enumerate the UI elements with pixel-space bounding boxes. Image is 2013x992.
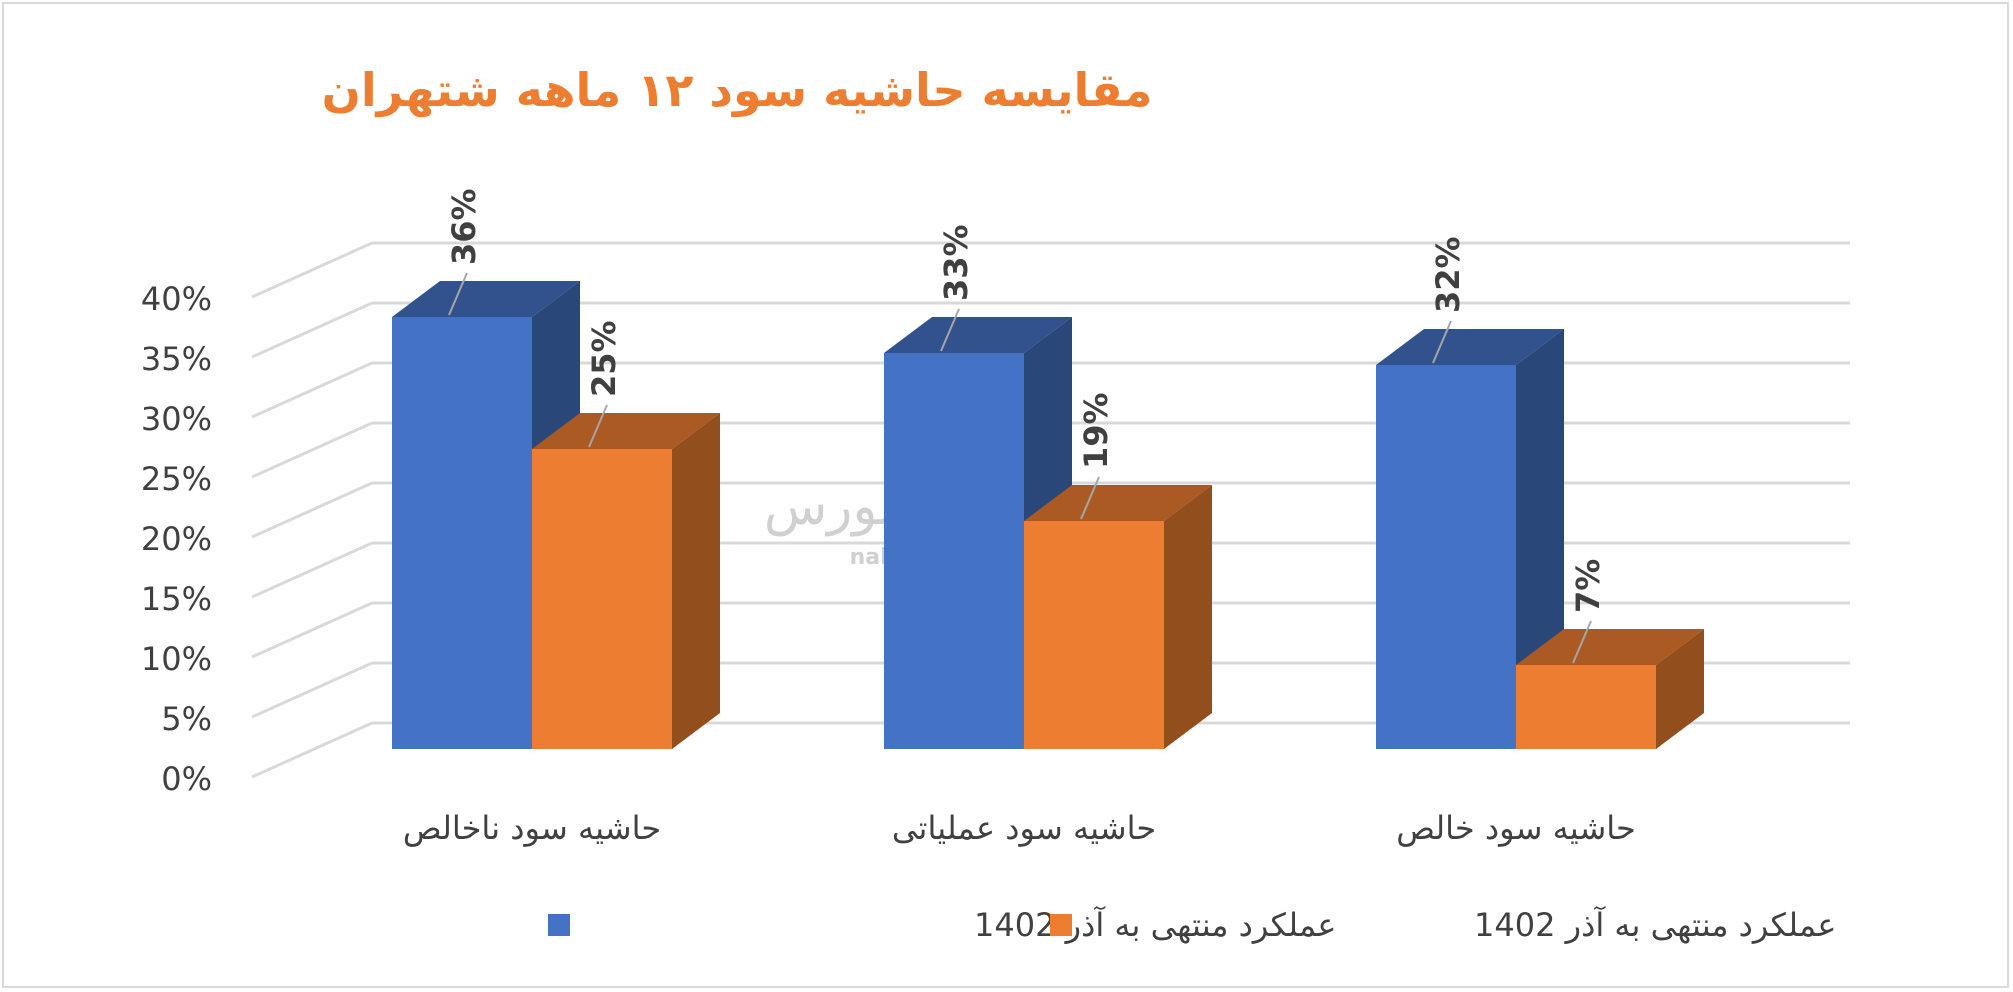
data-label-leader <box>1432 320 1452 364</box>
y-tick-label: 20% <box>141 520 212 558</box>
data-label-leader <box>448 272 468 316</box>
legend-item: عملکرد منتهی به آذر 1402 <box>548 905 1336 944</box>
bar-front <box>1376 365 1516 749</box>
bar-top <box>1024 485 1212 521</box>
y-tick-label: 40% <box>141 280 212 318</box>
bar-top <box>532 413 720 449</box>
bar-top <box>1516 629 1704 665</box>
category-label: حاشیه سود ناخالص <box>403 809 661 847</box>
legend-label: عملکرد منتهی به آذر 1402 <box>1474 905 1836 944</box>
gridline-diagonal <box>251 541 373 599</box>
bar-front <box>884 353 1024 749</box>
y-tick-label: 15% <box>141 580 212 618</box>
y-axis-ticks: 0% 5% 10% 15% 20% 25% 30% 35% 40% <box>141 280 212 798</box>
bar-front <box>392 317 532 749</box>
bars: 36% 25% 33% 19% 32% 7% <box>392 188 1704 749</box>
data-label-leader <box>1080 476 1100 520</box>
gridline-diagonal <box>251 241 373 299</box>
bar-side <box>1164 485 1212 749</box>
y-tick-label: 10% <box>141 640 212 678</box>
y-tick-label: 30% <box>141 400 212 438</box>
bar-top <box>392 281 580 317</box>
data-label: 19% <box>1077 392 1115 469</box>
y-tick-label: 0% <box>161 760 212 798</box>
bar: 25% <box>532 320 720 749</box>
y-tick-label: 35% <box>141 340 212 378</box>
bar-top <box>1376 329 1564 365</box>
bar-side <box>1656 629 1704 749</box>
legend-item: عملکرد منتهی به آذر 1402 <box>1050 905 1836 944</box>
gridline-diagonal <box>251 481 373 539</box>
gridline-diagonal <box>251 421 373 479</box>
chart-svg: مقایسه حاشیه سود ۱۲ ماهه شتهران 0% 5% 10% 1… <box>141 63 1850 944</box>
legend: عملکرد منتهی به آذر 1402 عملکرد منتهی به … <box>548 905 1836 944</box>
gridline-diagonal <box>251 301 373 359</box>
chart-title: مقایسه حاشیه سود ۱۲ ماهه شتهران <box>322 63 1153 117</box>
data-label: 36% <box>445 188 483 265</box>
gridline-diagonal <box>251 601 373 659</box>
bar-front <box>532 449 672 749</box>
legend-swatch <box>548 914 570 936</box>
bar-side <box>672 413 720 749</box>
gridline-diagonal <box>251 721 373 779</box>
gridline-diagonal <box>251 361 373 419</box>
data-label-leader <box>940 308 960 352</box>
data-label-leader <box>588 404 608 448</box>
data-label: 7% <box>1569 559 1607 613</box>
y-tick-label: 25% <box>141 460 212 498</box>
legend-swatch <box>1050 914 1072 936</box>
y-tick-label: 5% <box>161 700 212 738</box>
legend-label: عملکرد منتهی به آذر 1402 <box>974 905 1336 944</box>
bar-front <box>1516 665 1656 749</box>
category-label: حاشیه سود عملیاتی <box>892 809 1156 847</box>
bar-top <box>884 317 1072 353</box>
bar-front <box>1024 521 1164 749</box>
data-label: 32% <box>1429 236 1467 313</box>
bar: 7% <box>1516 559 1704 749</box>
data-label: 25% <box>585 320 623 397</box>
gridline-diagonal <box>251 661 373 719</box>
data-label: 33% <box>937 224 975 301</box>
bar: 19% <box>1024 392 1212 749</box>
category-label: حاشیه سود خالص <box>1396 809 1636 847</box>
category-labels: حاشیه سود ناخالص حاشیه سود عملیاتی حاشیه س… <box>403 809 1636 847</box>
data-label-leader <box>1572 620 1592 664</box>
